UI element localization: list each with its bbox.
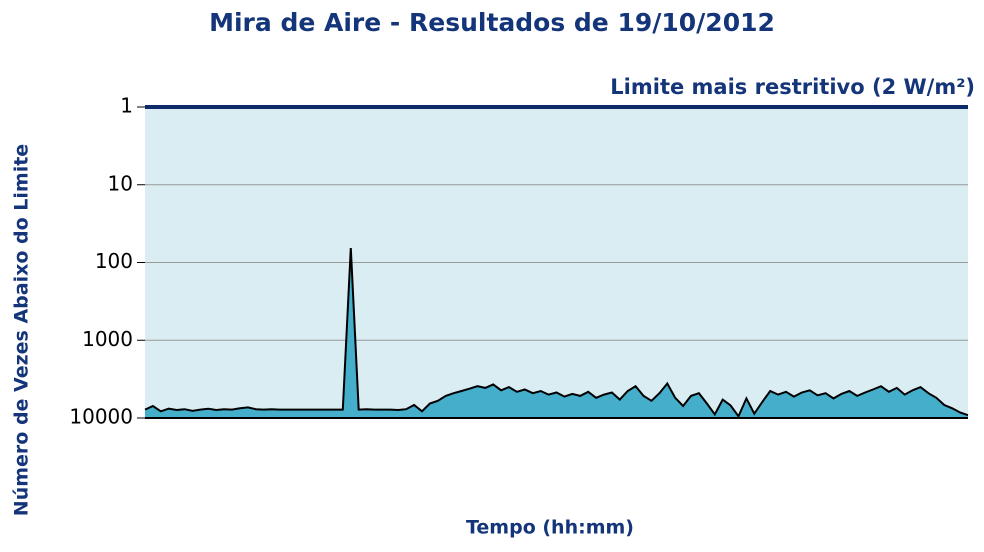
area-fill [145,248,968,418]
area-line [144,247,969,419]
y-tick-label: 100 [95,249,133,273]
y-tick-label: 10 [108,171,133,195]
y-tick-label: 1000 [82,327,133,351]
chart-title: Mira de Aire - Resultados de 19/10/2012 [209,8,775,37]
limit-annotation: Limite mais restritivo (2 W/m²) [610,75,975,99]
y-tick-label: 10000 [69,405,133,429]
x-axis-label: Tempo (hh:mm) [466,517,634,539]
y-tick-label: 1 [120,94,133,118]
y-axis-label: Número de Vezes Abaixo do Limite [11,144,33,516]
